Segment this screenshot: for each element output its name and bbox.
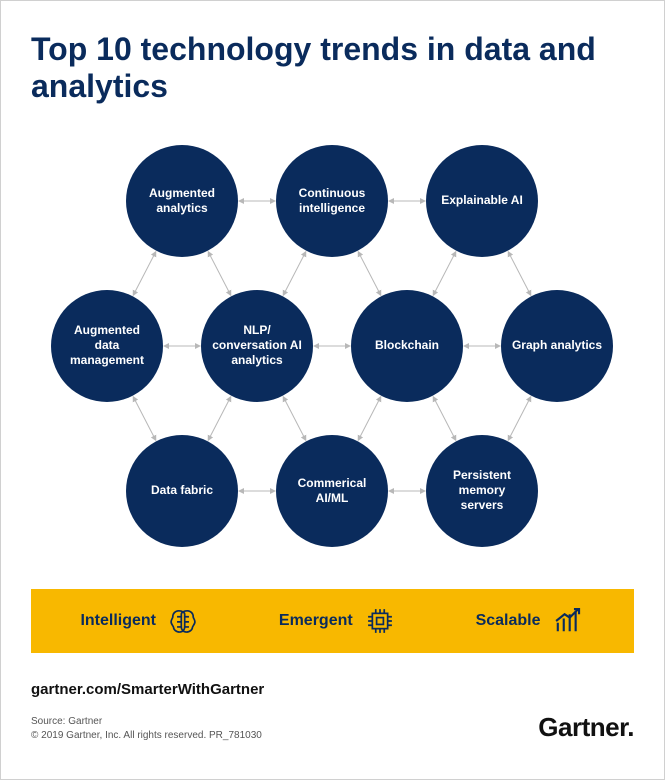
edge	[284, 398, 305, 438]
categories-bar: Intelligent Emergent Scalable	[31, 589, 634, 653]
node-graph: Graph analytics	[501, 290, 613, 402]
brain-icon	[166, 604, 200, 638]
node-blockchain: Blockchain	[351, 290, 463, 402]
url-text: gartner.com/SmarterWithGartner	[31, 681, 634, 698]
node-aug_analytics: Augmented analytics	[126, 145, 238, 257]
brand-name: Gartner	[538, 712, 627, 742]
page-title: Top 10 technology trends in data and ana…	[31, 31, 634, 105]
edge	[359, 398, 380, 438]
edge	[284, 253, 305, 293]
edge	[434, 398, 455, 438]
copyright-text: © 2019 Gartner, Inc. All rights reserved…	[31, 729, 262, 743]
brand-logo: Gartner.	[538, 712, 634, 743]
source-label: Source: Gartner	[31, 715, 262, 729]
brand-dot: .	[627, 712, 634, 742]
node-nlp: NLP/ conversation AI analytics	[201, 290, 313, 402]
category-label: Emergent	[279, 612, 353, 630]
edge	[434, 253, 455, 293]
source-block: Source: Gartner © 2019 Gartner, Inc. All…	[31, 715, 262, 743]
category-emergent: Emergent	[279, 604, 397, 638]
edge	[209, 253, 230, 293]
node-pmem: Persistent memory servers	[426, 435, 538, 547]
edge	[359, 253, 380, 293]
edge	[509, 253, 530, 293]
category-label: Intelligent	[80, 612, 156, 630]
edge	[134, 398, 155, 438]
edge	[509, 398, 530, 438]
chip-icon	[363, 604, 397, 638]
category-intelligent: Intelligent	[80, 604, 200, 638]
trends-diagram: Augmented analytics Continuous intelligen…	[31, 135, 636, 565]
category-scalable: Scalable	[476, 604, 585, 638]
node-explain_ai: Explainable AI	[426, 145, 538, 257]
infographic-canvas: Top 10 technology trends in data and ana…	[0, 0, 665, 780]
edge	[209, 398, 230, 438]
footer: Source: Gartner © 2019 Gartner, Inc. All…	[31, 712, 634, 743]
node-commercial: Commerical AI/ML	[276, 435, 388, 547]
category-label: Scalable	[476, 612, 541, 630]
edge	[134, 253, 155, 293]
node-fabric: Data fabric	[126, 435, 238, 547]
node-cont_intel: Continuous intelligence	[276, 145, 388, 257]
node-aug_datamgmt: Augmented data management	[51, 290, 163, 402]
chart-up-icon	[551, 604, 585, 638]
